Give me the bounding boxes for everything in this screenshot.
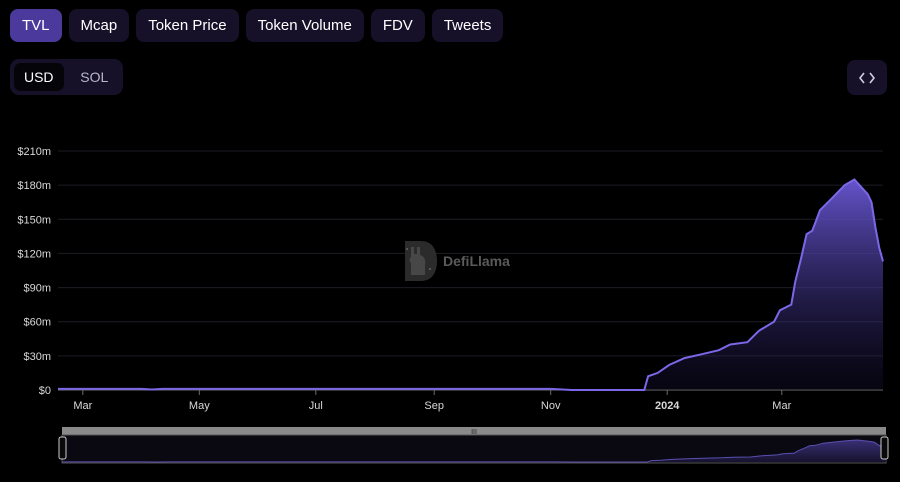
x-tick-label: Jul	[309, 400, 323, 412]
x-tick-label: 2024	[655, 400, 680, 412]
tab-mcap[interactable]: Mcap	[68, 9, 130, 42]
tab-fdv[interactable]: FDV	[370, 9, 425, 42]
currency-usd-option[interactable]: USD	[14, 63, 64, 91]
x-tick-label: Mar	[772, 400, 791, 412]
embed-button[interactable]	[847, 60, 887, 95]
x-tick-label: May	[189, 400, 210, 412]
x-tick-label: Mar	[73, 400, 92, 412]
y-tick-label: $180m	[17, 180, 51, 192]
tab-token-volume[interactable]: Token Volume	[245, 9, 364, 42]
range-selector-right-handle[interactable]	[880, 436, 889, 460]
range-selector[interactable]: III	[58, 427, 889, 464]
y-tick-label: $0	[39, 385, 51, 397]
watermark: DefiLlama	[403, 241, 510, 281]
x-axis-labels: Mar May Jul Sep Nov 2024 Mar	[58, 389, 883, 412]
currency-sol-option[interactable]: SOL	[80, 69, 109, 85]
y-tick-label: $210m	[17, 146, 51, 158]
tab-tvl[interactable]: TVL	[10, 9, 62, 42]
code-brackets-icon	[859, 72, 875, 83]
range-selector-top-bar[interactable]	[62, 427, 886, 435]
y-tick-label: $30m	[23, 351, 51, 363]
range-selector-left-handle[interactable]	[58, 436, 67, 460]
y-axis-labels: $0 $30m $60m $90m $120m $150m $180m $210m	[17, 146, 51, 397]
range-selector-grip[interactable]: III	[471, 429, 477, 436]
tvl-line	[58, 178, 884, 391]
chart-gridlines	[58, 150, 883, 391]
tvl-area	[58, 179, 883, 390]
range-selector-mini-line	[62, 439, 887, 463]
currency-toggle: USD SOL	[10, 59, 123, 95]
tab-token-price[interactable]: Token Price	[136, 9, 239, 42]
y-tick-label: $150m	[17, 214, 51, 226]
y-tick-label: $90m	[23, 283, 51, 295]
y-tick-label: $120m	[17, 248, 51, 260]
watermark-text: DefiLlama	[443, 253, 510, 269]
x-tick-label: Sep	[424, 400, 444, 412]
y-tick-label: $60m	[23, 317, 51, 329]
metric-tabs: TVL Mcap Token Price Token Volume FDV Tweets	[10, 9, 504, 42]
tab-tweets[interactable]: Tweets	[431, 9, 504, 42]
x-tick-label: Nov	[541, 400, 561, 412]
llama-logo-icon	[405, 241, 437, 281]
range-selector-mini-area	[62, 440, 886, 462]
